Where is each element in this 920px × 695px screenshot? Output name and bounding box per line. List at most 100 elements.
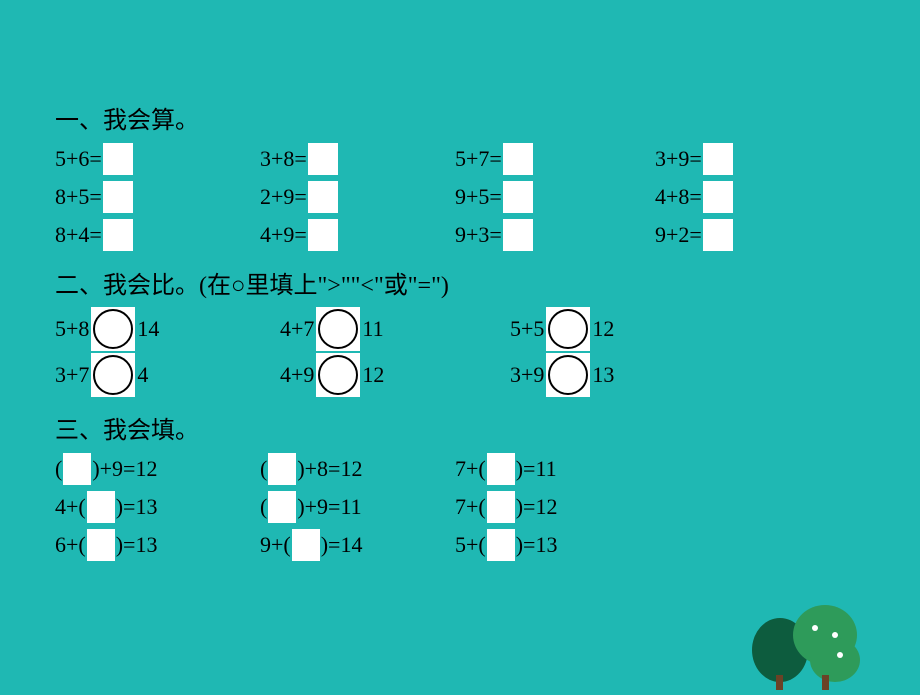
answer-box[interactable] <box>308 143 338 175</box>
cmp-left: 5+5 <box>510 316 544 342</box>
tree-icon <box>740 600 870 690</box>
eq: 5+6= <box>55 141 260 177</box>
section3-grid: ()+9=12 ()+8=12 7+()=11 4+()=13 ()+9=11 … <box>55 451 880 563</box>
cmp: 3+74 <box>55 352 280 398</box>
answer-box[interactable] <box>103 219 133 251</box>
eq: 4+9= <box>260 217 455 253</box>
fill: 5+()=13 <box>455 527 655 563</box>
fill-pre: 4+( <box>55 494 86 520</box>
expr-text: 9+5= <box>455 184 502 210</box>
cmp-right: 4 <box>137 362 148 388</box>
answer-box[interactable] <box>503 181 533 213</box>
fill: 7+( )=12 <box>455 489 655 525</box>
compare-circle[interactable] <box>546 353 590 397</box>
expr-text: 8+5= <box>55 184 102 210</box>
cmp-right: 13 <box>592 362 614 388</box>
fill-pre: ( <box>260 456 267 482</box>
expr-text: 2+9= <box>260 184 307 210</box>
cmp: 3+9 13 <box>510 352 710 398</box>
fill-post: )=13 <box>516 532 558 558</box>
cmp-right: 12 <box>362 362 384 388</box>
fill-box[interactable] <box>87 529 115 561</box>
fill: 4+()=13 <box>55 489 260 525</box>
cmp-left: 5+8 <box>55 316 89 342</box>
answer-box[interactable] <box>103 143 133 175</box>
fill-post: )=11 <box>516 456 557 482</box>
fill-pre: 7+( <box>455 456 486 482</box>
expr-text: 3+8= <box>260 146 307 172</box>
fill-pre: 7+( <box>455 494 486 520</box>
compare-circle[interactable] <box>91 307 135 351</box>
compare-circle[interactable] <box>316 307 360 351</box>
answer-box[interactable] <box>103 181 133 213</box>
fill-box[interactable] <box>87 491 115 523</box>
fill: ( )+9=11 <box>260 489 455 525</box>
fill: 6+( )=13 <box>55 527 260 563</box>
expr-text: 4+9= <box>260 222 307 248</box>
section2-title: 二、我会比。(在○里填上">""<"或"=") <box>55 265 880 300</box>
fill-pre: ( <box>260 494 267 520</box>
fill-pre: ( <box>55 456 62 482</box>
eq: 9+5= <box>455 179 655 215</box>
section1-title: 一、我会算。 <box>55 100 880 135</box>
section1-grid: 5+6= 3+8= 5+7= 3+9= 8+5= 2+9= 9+5= 4+8= … <box>55 141 880 253</box>
cmp: 4+9 12 <box>280 352 510 398</box>
expr-text: 9+3= <box>455 222 502 248</box>
eq: 5+7= <box>455 141 655 177</box>
answer-box[interactable] <box>703 219 733 251</box>
answer-box[interactable] <box>503 143 533 175</box>
compare-circle[interactable] <box>546 307 590 351</box>
fill-post: )+9=12 <box>92 456 157 482</box>
expr-text: 3+9= <box>655 146 702 172</box>
fill-post: )=13 <box>116 532 158 558</box>
fill-post: )=14 <box>321 532 363 558</box>
cmp: 5+8 14 <box>55 306 280 352</box>
cmp-left: 4+9 <box>280 362 314 388</box>
cmp: 5+5 12 <box>510 306 710 352</box>
expr-text: 9+2= <box>655 222 702 248</box>
fill-box[interactable] <box>292 529 320 561</box>
cmp-right: 14 <box>137 316 159 342</box>
fill-box[interactable] <box>268 453 296 485</box>
fill-box[interactable] <box>487 491 515 523</box>
eq: 4+8= <box>655 179 835 215</box>
expr-text: 8+4= <box>55 222 102 248</box>
answer-box[interactable] <box>703 181 733 213</box>
eq: 9+2= <box>655 217 835 253</box>
fill-pre: 6+( <box>55 532 86 558</box>
compare-circle[interactable] <box>316 353 360 397</box>
eq: 8+5= <box>55 179 260 215</box>
eq: 3+9= <box>655 141 835 177</box>
section3-title: 三、我会填。 <box>55 410 880 445</box>
fill-post: )+9=11 <box>297 494 361 520</box>
cmp-left: 3+9 <box>510 362 544 388</box>
fill-post: )+8=12 <box>297 456 362 482</box>
fill-box[interactable] <box>63 453 91 485</box>
cmp: 4+7 11 <box>280 306 510 352</box>
cmp-left: 4+7 <box>280 316 314 342</box>
expr-text: 5+6= <box>55 146 102 172</box>
fill: 9+( )=14 <box>260 527 455 563</box>
compare-circle[interactable] <box>91 353 135 397</box>
answer-box[interactable] <box>703 143 733 175</box>
cmp-right: 11 <box>362 316 383 342</box>
expr-text: 4+8= <box>655 184 702 210</box>
eq: 2+9= <box>260 179 455 215</box>
fill: ( )+9=12 <box>55 451 260 487</box>
answer-box[interactable] <box>503 219 533 251</box>
fill-pre: 9+( <box>260 532 291 558</box>
fill: 7+( )=11 <box>455 451 655 487</box>
section2-grid: 5+8 14 4+7 11 5+5 12 3+74 4+9 12 3+9 13 <box>55 306 880 398</box>
cmp-right: 12 <box>592 316 614 342</box>
fill-post: )=12 <box>516 494 558 520</box>
eq: 8+4= <box>55 217 260 253</box>
fill: ( )+8=12 <box>260 451 455 487</box>
fill-box[interactable] <box>487 529 515 561</box>
fill-box[interactable] <box>268 491 296 523</box>
eq: 3+8= <box>260 141 455 177</box>
fill-box[interactable] <box>487 453 515 485</box>
answer-box[interactable] <box>308 181 338 213</box>
expr-text: 5+7= <box>455 146 502 172</box>
eq: 9+3= <box>455 217 655 253</box>
answer-box[interactable] <box>308 219 338 251</box>
